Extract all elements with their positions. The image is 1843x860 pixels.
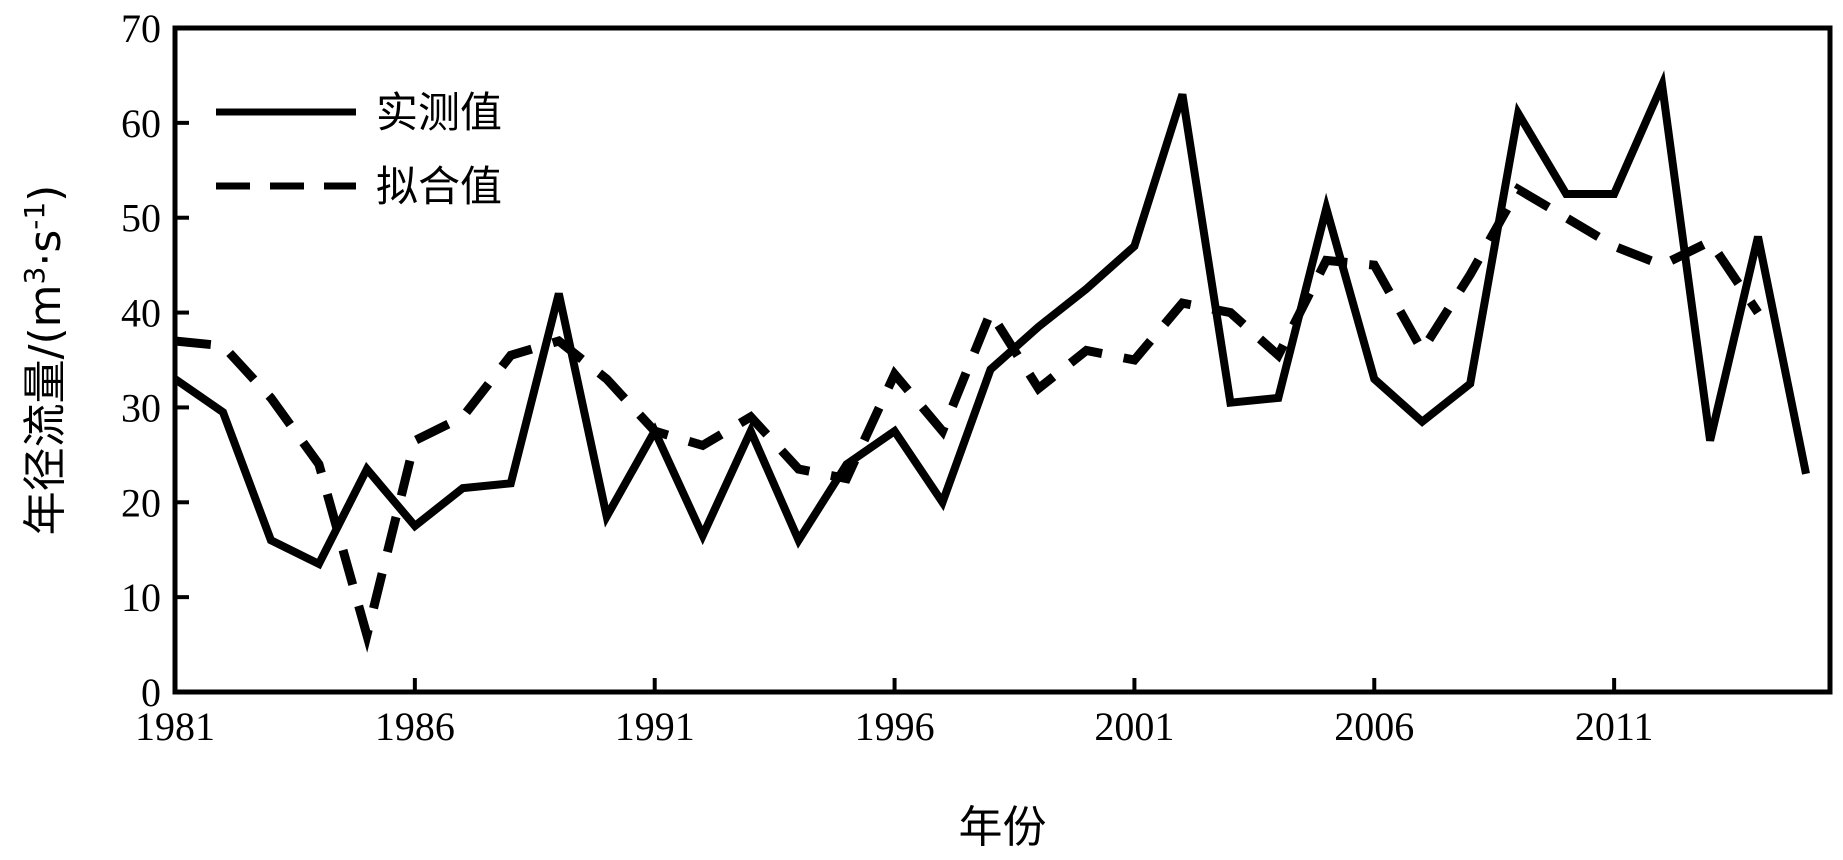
legend-label-fitted: 拟合值 — [376, 162, 502, 211]
x-tick-label: 2011 — [1575, 704, 1654, 749]
y-tick-label: 20 — [121, 480, 161, 525]
x-tick-label: 1981 — [135, 704, 215, 749]
x-tick-label: 2006 — [1334, 704, 1414, 749]
y-axis-title-main: 年径流量/(m — [20, 284, 71, 535]
y-tick-label: 40 — [121, 291, 161, 336]
x-tick-label: 1991 — [615, 704, 695, 749]
y-tick-label: 30 — [121, 385, 161, 430]
y-tick-label: 50 — [121, 196, 161, 241]
x-tick-label: 1996 — [855, 704, 935, 749]
y-axis-title-sup1: 3 — [18, 267, 51, 285]
y-axis-title-end: ) — [20, 185, 71, 202]
ticks-layer — [173, 26, 1617, 694]
series-layer — [172, 70, 1810, 653]
tick-labels: 1981 1986 1991 1996 2001 2006 2011 0 10 20 30 40 50 6… — [121, 6, 1653, 749]
legend-label-measured: 实测值 — [376, 88, 502, 137]
y-axis-title-sup2: -1 — [18, 202, 51, 230]
y-tick-label: 70 — [121, 6, 161, 51]
series-line-measured — [172, 70, 1810, 570]
x-axis-title: 年份 — [959, 802, 1047, 853]
y-axis-title-mid: ·s — [20, 230, 71, 267]
x-tick-label: 2001 — [1094, 704, 1174, 749]
x-tick-label: 1986 — [375, 704, 455, 749]
plot-frame — [172, 25, 1833, 695]
y-tick-label: 0 — [141, 670, 161, 715]
y-axis-title: 年径流量/(m3·s-1) — [18, 185, 72, 536]
legend: 实测值 拟合值 — [216, 88, 502, 211]
y-tick-label: 60 — [121, 101, 161, 146]
y-tick-label: 10 — [121, 575, 161, 620]
series-line-fitted — [174, 183, 1762, 653]
